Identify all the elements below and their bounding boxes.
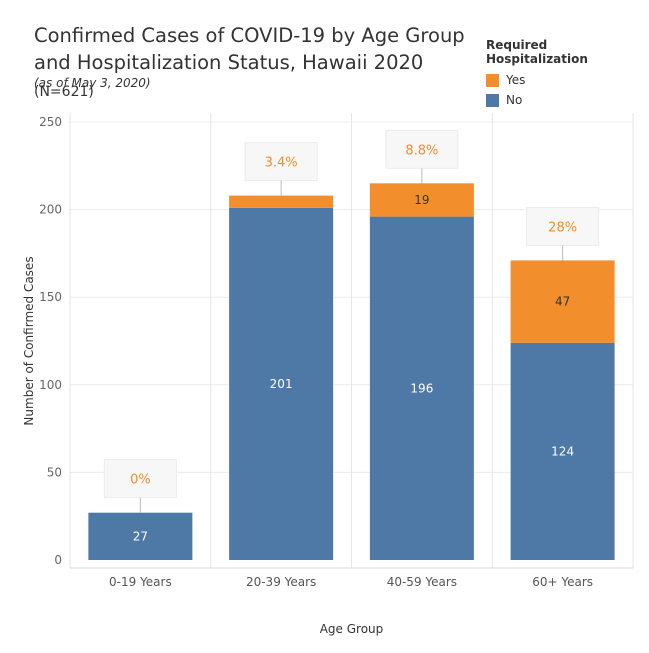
legend-title: Required Hospitalization [486, 38, 588, 66]
bar-no-2 [369, 216, 474, 560]
x-axis-title: Age Group [320, 622, 384, 636]
bar-label-no-1: 201 [270, 377, 293, 391]
percent-label-2: 8.8% [405, 143, 438, 158]
bar-no-0 [88, 512, 193, 560]
percent-callout-0 [103, 459, 177, 499]
legend-item-no[interactable]: No [486, 90, 649, 110]
legend-label-no: No [506, 93, 523, 107]
y-axis-title: Number of Confirmed Cases [22, 256, 36, 425]
bar-label-yes-3: 47 [555, 295, 570, 309]
y-tick-label-0: 0 [54, 553, 62, 567]
x-tick-label-0: 0-19 Years [109, 575, 172, 589]
percent-callout-1 [244, 142, 318, 182]
legend-label-yes: Yes [506, 73, 526, 87]
percent-label-3: 28% [548, 220, 577, 235]
bar-label-no-3: 124 [551, 444, 574, 458]
bar-label-no-0: 27 [133, 529, 148, 543]
legend-item-yes[interactable]: Yes [486, 70, 649, 90]
percent-label-0: 0% [130, 473, 151, 488]
legend-swatch-yes [486, 73, 499, 87]
y-tick-label-100: 100 [39, 378, 62, 392]
percent-callout-2 [385, 129, 459, 169]
x-tick-label-1: 20-39 Years [246, 575, 316, 589]
x-tick-label-2: 40-59 Years [387, 575, 457, 589]
bar-no-1 [229, 207, 334, 560]
y-tick-label-200: 200 [39, 203, 62, 217]
chart-title-main: Confirmed Cases of COVID-19 by Age Group… [34, 24, 465, 74]
chart-title: Confirmed Cases of COVID-19 by Age Group… [34, 22, 474, 106]
y-tick-label-150: 150 [39, 290, 62, 304]
chart-title-n: (N=621) [34, 84, 94, 100]
percent-label-1: 3.4% [265, 156, 298, 171]
y-tick-label-250: 250 [39, 115, 62, 129]
bar-label-yes-2: 19 [414, 193, 429, 207]
bar-yes-3 [510, 260, 615, 343]
bar-label-no-2: 196 [410, 381, 433, 395]
bar-yes-2 [369, 183, 474, 217]
bar-yes-1 [229, 195, 334, 208]
x-tick-label-3: 60+ Years [532, 575, 593, 589]
chart-subtitle: (as of May 3, 2020) [34, 76, 151, 90]
legend: Required Hospitalization Yes No [486, 38, 649, 110]
legend-swatch-no [486, 93, 499, 107]
percent-callout-3 [526, 206, 600, 246]
y-tick-label-50: 50 [47, 465, 62, 479]
bar-no-3 [510, 342, 615, 560]
